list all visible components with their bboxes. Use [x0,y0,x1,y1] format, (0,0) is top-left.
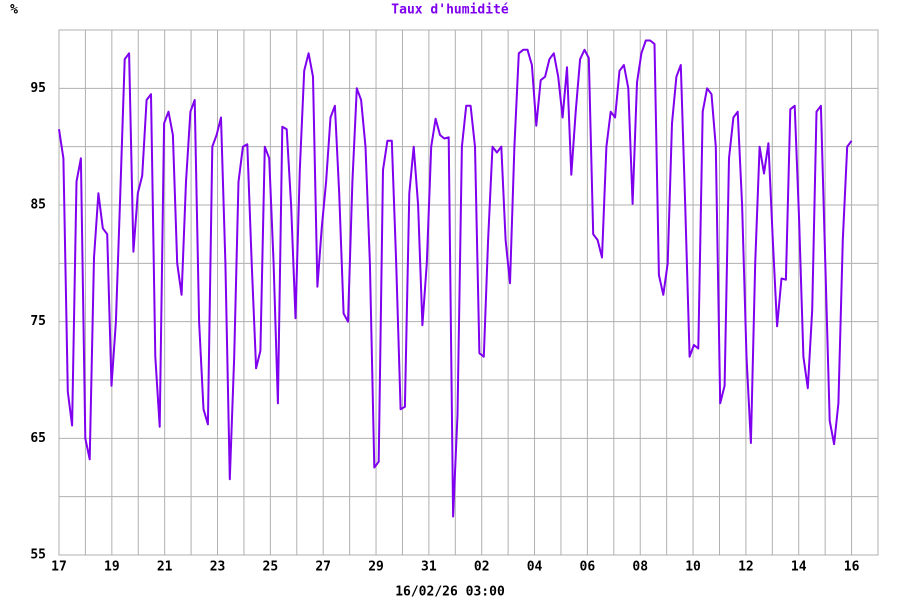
x-axis-label: 16/02/26 03:00 [395,585,505,600]
chart-title: Taux d'humidité [391,3,509,18]
x-tick-label: 21 [157,560,173,575]
x-tick-label: 29 [368,560,384,575]
x-tick-label: 19 [104,560,120,575]
y-tick-label: 75 [30,314,46,329]
y-tick-label: 95 [30,81,46,96]
line [58,39,853,518]
x-tick-label: 23 [210,560,226,575]
x-tick-label: 27 [315,560,331,575]
x-tick-label: 14 [791,560,807,575]
x-tick-label: 10 [685,560,701,575]
x-tick-label: 16 [844,560,860,575]
x-tick-label: 06 [580,560,596,575]
y-tick-label: 85 [30,198,46,213]
x-tick-label: 02 [474,560,490,575]
x-tick-label: 08 [632,560,648,575]
y-tick-label: 65 [30,431,46,446]
x-tick-label: 17 [51,560,67,575]
x-tick-label: 04 [527,560,543,575]
y-axis-label: % [10,3,18,18]
x-tick-label: 12 [738,560,754,575]
x-tick-label: 31 [421,560,437,575]
x-tick-label: 25 [263,560,279,575]
y-tick-label: 55 [30,548,46,563]
